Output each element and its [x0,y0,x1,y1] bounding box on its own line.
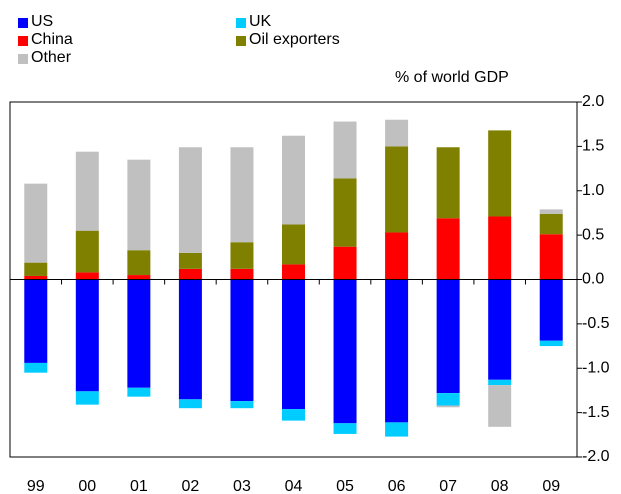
bar [488,216,512,280]
y-axis-label: % of world GDP [395,69,509,86]
bar [75,151,99,231]
bar [436,147,460,219]
bar [333,423,357,434]
bar [282,224,305,265]
bar [282,409,305,421]
bar [539,234,563,280]
bar [436,218,460,280]
y-tick-label: 0.5 [582,226,604,243]
bar [24,262,48,276]
bar [75,272,99,280]
y-tick-label: 0.0 [582,271,604,288]
y-tick-label: -0.5 [582,315,610,332]
x-tick-label: 09 [542,478,560,494]
bar [127,275,151,280]
bar [488,385,512,427]
bar [539,340,563,347]
bar [24,275,48,280]
bar [178,252,202,269]
x-tick-label: 01 [130,478,148,494]
y-tick-label: 1.0 [582,182,604,199]
bar [436,279,460,394]
x-tick-label: 08 [491,478,509,494]
legend-swatch [236,36,246,46]
bar [230,401,254,409]
bar [333,246,357,280]
bar [539,209,563,214]
bar [488,379,512,386]
bar [230,242,254,269]
bar [230,268,254,280]
legend-label: Oil exporters [249,31,340,48]
x-tick-label: 00 [78,478,96,494]
x-tick-label: 99 [27,478,45,494]
bar [539,213,563,235]
bar [385,422,409,437]
bar [488,130,512,217]
y-tick-label: -1.5 [582,404,610,421]
bar [75,391,99,405]
bar [178,399,202,409]
legend-label: UK [249,13,272,30]
bar [282,279,305,410]
bar [127,159,151,251]
bar [539,279,563,341]
legend-swatch [18,36,28,46]
bar [436,405,460,408]
x-tick-label: 07 [439,478,457,494]
bar [24,183,48,263]
bar [333,279,357,424]
y-tick-label: 1.5 [582,138,604,155]
y-tick-label: 2.0 [582,93,604,110]
bar [385,279,409,423]
legend-swatch [18,54,28,64]
bar [178,279,202,400]
legend-label: US [31,13,53,30]
bar [436,393,460,406]
bar [127,279,151,388]
legend-swatch [18,18,28,28]
legend-label: Other [31,49,72,66]
x-tick-label: 03 [233,478,251,494]
bar [282,135,305,225]
x-tick-label: 04 [285,478,303,494]
bar [178,147,202,253]
bar [24,362,48,373]
bar [127,387,151,397]
bar [178,268,202,280]
bar [230,279,254,402]
bar [333,178,357,247]
legend-label: China [31,31,73,48]
bar [488,279,512,380]
y-tick-label: -2.0 [582,448,610,465]
bar [385,119,409,147]
x-tick-label: 02 [182,478,200,494]
bar [282,264,305,280]
bar [385,232,409,280]
legend-swatch [236,18,246,28]
bar [75,279,99,392]
bar [230,147,254,243]
bar [24,279,48,363]
bar [127,250,151,276]
bar [385,146,409,233]
x-tick-label: 06 [388,478,406,494]
bar [333,121,357,179]
x-tick-label: 05 [336,478,354,494]
bar [75,230,99,273]
y-tick-label: -1.0 [582,359,610,376]
